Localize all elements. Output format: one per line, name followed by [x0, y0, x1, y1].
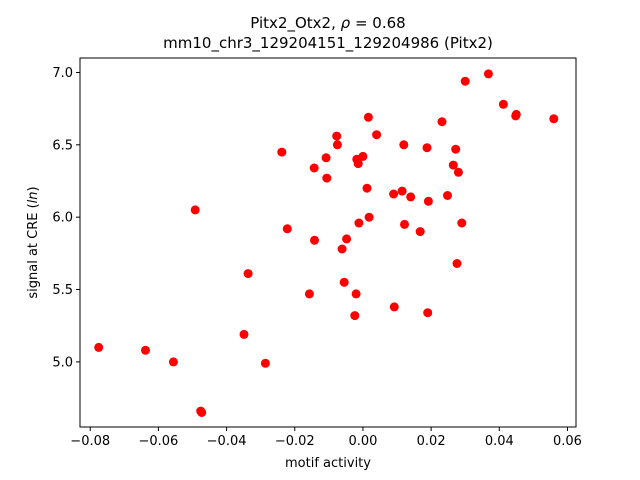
data-point-14	[321, 153, 331, 163]
data-point-33	[397, 186, 407, 196]
data-point-32	[389, 302, 399, 312]
data-point-47	[457, 218, 467, 228]
chart-title-line2: mm10_chr3_129204151_129204986 (Pitx2)	[163, 34, 493, 53]
data-point-40	[423, 196, 433, 206]
data-point-42	[443, 191, 452, 200]
data-point-28	[363, 112, 373, 122]
x-axis-label: motif activity	[285, 456, 371, 471]
data-point-19	[339, 277, 349, 287]
x-tick-label: 0.00	[348, 434, 377, 449]
data-point-16	[332, 131, 342, 141]
x-tick-label: −0.08	[70, 434, 110, 449]
data-point-43	[448, 160, 458, 170]
data-point-5	[197, 408, 207, 417]
data-point-12	[309, 163, 319, 173]
data-points	[94, 69, 559, 417]
data-point-9	[277, 147, 287, 157]
data-point-49	[483, 69, 493, 79]
y-tick-label: 5.5	[52, 283, 73, 298]
data-point-3	[190, 205, 200, 215]
data-point-48	[460, 76, 470, 86]
data-point-7	[243, 269, 253, 279]
data-point-44	[451, 144, 461, 154]
data-point-29	[364, 212, 374, 222]
x-tick-label: −0.04	[207, 434, 247, 449]
x-tick-label: 0.04	[485, 434, 514, 449]
x-tick-label: −0.06	[138, 434, 178, 449]
data-point-15	[322, 173, 332, 183]
data-point-8	[260, 358, 270, 368]
data-point-17	[332, 140, 342, 150]
data-point-1	[141, 345, 150, 355]
x-tick-label: 0.06	[553, 434, 582, 449]
data-point-26	[358, 151, 368, 161]
y-tick-label: 5.0	[52, 355, 73, 370]
data-point-38	[422, 143, 432, 153]
data-point-27	[362, 183, 372, 193]
x-tick-label: 0.02	[417, 434, 446, 449]
y-tick-label: 7.0	[52, 66, 73, 81]
data-point-52	[511, 109, 521, 119]
data-point-22	[351, 289, 361, 299]
data-point-18	[337, 244, 347, 254]
data-point-2	[168, 357, 178, 367]
data-point-39	[423, 308, 433, 318]
chart-title-line1: Pitx2_Otx2, ρ = 0.68	[250, 14, 405, 33]
data-point-21	[350, 311, 360, 321]
plot-frame	[79, 57, 577, 428]
y-tick-label: 6.0	[52, 211, 73, 226]
data-point-50	[498, 99, 508, 109]
data-point-45	[452, 259, 462, 268]
x-axis-ticks: −0.08 −0.06 −0.04 −0.02 0.00 0.02 0.04 0.06	[70, 427, 582, 449]
data-point-46	[453, 167, 463, 177]
data-point-25	[354, 218, 364, 228]
x-tick-label: −0.02	[275, 434, 315, 449]
y-tick-label: 6.5	[52, 138, 73, 153]
data-point-24	[353, 159, 363, 169]
data-point-35	[400, 219, 409, 229]
data-point-53	[549, 114, 559, 124]
y-axis-label: signal at CRE (ln)	[26, 186, 41, 298]
data-point-30	[372, 130, 382, 140]
data-point-10	[282, 224, 292, 234]
data-point-13	[310, 235, 319, 245]
data-point-6	[239, 329, 249, 339]
data-point-31	[389, 189, 399, 199]
data-point-20	[342, 234, 352, 244]
data-point-37	[415, 227, 425, 237]
data-point-36	[406, 192, 416, 202]
data-point-11	[304, 289, 314, 299]
data-point-41	[437, 117, 447, 127]
data-point-0	[94, 342, 104, 352]
data-point-34	[399, 140, 409, 150]
y-axis-ticks: 5.0 5.5 6.0 6.5 7.0	[52, 66, 80, 370]
